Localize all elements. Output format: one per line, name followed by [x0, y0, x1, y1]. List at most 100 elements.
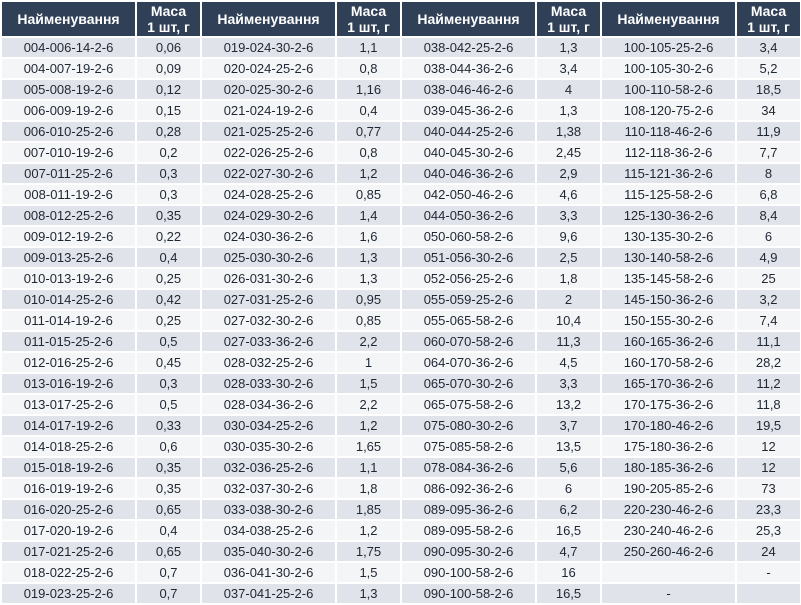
mass-value-cell: 1,38 [537, 122, 600, 142]
product-code-cell: 220-230-46-2-6 [602, 500, 735, 520]
column-header-mass: Маса 1 шт, г [137, 2, 200, 37]
mass-value-cell: 0,77 [337, 122, 400, 142]
mass-value-cell: 1,1 [337, 458, 400, 478]
mass-value-cell: 34 [737, 101, 800, 121]
table-row: 014-017-19-2-6 0,33 030-034-25-2-6 1,2 075-0… [2, 416, 800, 436]
product-code-cell: 090-095-30-2-6 [402, 542, 535, 562]
mass-value-cell: 73 [737, 479, 800, 499]
product-code-cell: 055-065-58-2-6 [402, 311, 535, 331]
product-code-cell: 009-013-25-2-6 [2, 248, 135, 268]
mass-value-cell: 3,3 [537, 374, 600, 394]
mass-header-line1: Маса [150, 3, 187, 19]
mass-value-cell: 3,3 [537, 206, 600, 226]
product-code-cell: 100-105-30-2-6 [602, 59, 735, 79]
product-code-cell: 135-145-58-2-6 [602, 269, 735, 289]
mass-value-cell: 1,3 [337, 248, 400, 268]
mass-value-cell: 0,8 [337, 59, 400, 79]
table-row: 015-018-19-2-6 0,35 032-036-25-2-6 1,1 078-0… [2, 458, 800, 478]
mass-value-cell: 7,7 [737, 143, 800, 163]
mass-value-cell: 28,2 [737, 353, 800, 373]
table-row: 017-021-25-2-6 0,65 035-040-30-2-6 1,75 090-… [2, 542, 800, 562]
product-code-cell: 008-011-19-2-6 [2, 185, 135, 205]
product-code-cell: 165-170-36-2-6 [602, 374, 735, 394]
product-code-cell: 040-044-25-2-6 [402, 122, 535, 142]
product-code-cell: 006-010-25-2-6 [2, 122, 135, 142]
product-code-cell: 125-130-36-2-6 [602, 206, 735, 226]
mass-value-cell: 0,3 [137, 164, 200, 184]
mass-value-cell: 1,1 [337, 38, 400, 58]
product-code-cell: 115-121-36-2-6 [602, 164, 735, 184]
mass-value-cell: 6,2 [537, 500, 600, 520]
column-header-mass: Маса 1 шт, г [337, 2, 400, 37]
product-code-cell: 086-092-36-2-6 [402, 479, 535, 499]
mass-value-cell: 0,12 [137, 80, 200, 100]
product-code-cell: 004-006-14-2-6 [2, 38, 135, 58]
table-row: 007-011-25-2-6 0,3 022-027-30-2-6 1,2 040-04… [2, 164, 800, 184]
product-code-cell: 170-175-36-2-6 [602, 395, 735, 415]
product-code-cell: 026-031-30-2-6 [202, 269, 335, 289]
mass-value-cell: 1,5 [337, 563, 400, 583]
mass-value-cell: 11,1 [737, 332, 800, 352]
product-code-cell: 170-180-46-2-6 [602, 416, 735, 436]
product-code-cell: 030-035-30-2-6 [202, 437, 335, 457]
product-code-cell: - [602, 584, 735, 604]
product-code-cell: 027-033-36-2-6 [202, 332, 335, 352]
mass-header-line2: 1 шт, г [547, 19, 590, 36]
product-code-cell: 028-034-36-2-6 [202, 395, 335, 415]
mass-value-cell: 0,5 [137, 332, 200, 352]
product-code-cell: 078-084-36-2-6 [402, 458, 535, 478]
mass-value-cell: 0,5 [137, 395, 200, 415]
mass-value-cell: 1,85 [337, 500, 400, 520]
mass-value-cell: 13,5 [537, 437, 600, 457]
product-code-cell: 020-024-25-2-6 [202, 59, 335, 79]
product-code-cell: 040-045-30-2-6 [402, 143, 535, 163]
product-code-cell: 037-041-25-2-6 [202, 584, 335, 604]
mass-value-cell: 1,5 [337, 374, 400, 394]
mass-value-cell: 1,8 [537, 269, 600, 289]
mass-header-line2: 1 шт, г [747, 19, 790, 36]
product-code-cell: 007-010-19-2-6 [2, 143, 135, 163]
product-code-cell: 130-135-30-2-6 [602, 227, 735, 247]
mass-value-cell: 0,33 [137, 416, 200, 436]
mass-value-cell: 1,2 [337, 164, 400, 184]
product-code-cell: 160-165-36-2-6 [602, 332, 735, 352]
table-row: 004-006-14-2-6 0,06 019-024-30-2-6 1,1 038-0… [2, 38, 800, 58]
mass-value-cell: 8 [737, 164, 800, 184]
mass-value-cell: 3,4 [537, 59, 600, 79]
product-code-cell: 020-025-30-2-6 [202, 80, 335, 100]
table-row: 013-016-19-2-6 0,3 028-033-30-2-6 1,5 065-07… [2, 374, 800, 394]
product-code-cell: 060-070-58-2-6 [402, 332, 535, 352]
product-code-cell: 032-036-25-2-6 [202, 458, 335, 478]
mass-value-cell: 0,35 [137, 458, 200, 478]
mass-value-cell: 1,2 [337, 521, 400, 541]
table-row: 005-008-19-2-6 0,12 020-025-30-2-6 1,16 038-… [2, 80, 800, 100]
mass-header-line1: Маса [550, 3, 587, 19]
mass-value-cell: 11,3 [537, 332, 600, 352]
table-row: 013-017-25-2-6 0,5 028-034-36-2-6 2,2 065-07… [2, 395, 800, 415]
product-code-cell: 075-080-30-2-6 [402, 416, 535, 436]
table-row: 008-011-19-2-6 0,3 024-028-25-2-6 0,85 042-0… [2, 185, 800, 205]
product-code-cell: 035-040-30-2-6 [202, 542, 335, 562]
mass-value-cell: 1,4 [337, 206, 400, 226]
table-row: 012-016-25-2-6 0,45 028-032-25-2-6 1 064-070… [2, 353, 800, 373]
table-row: 009-013-25-2-6 0,4 025-030-30-2-6 1,3 051-05… [2, 248, 800, 268]
mass-value-cell: 7,4 [737, 311, 800, 331]
mass-value-cell: 16,5 [537, 521, 600, 541]
mass-value-cell: 2,5 [537, 248, 600, 268]
product-code-cell: 021-024-19-2-6 [202, 101, 335, 121]
product-code-cell: 007-011-25-2-6 [2, 164, 135, 184]
table-row: 011-014-19-2-6 0,25 027-032-30-2-6 0,85 055-… [2, 311, 800, 331]
product-code-cell: 052-056-25-2-6 [402, 269, 535, 289]
product-code-cell: 022-026-25-2-6 [202, 143, 335, 163]
mass-value-cell: 0,8 [337, 143, 400, 163]
mass-value-cell: 5,2 [737, 59, 800, 79]
product-code-cell: 160-170-58-2-6 [602, 353, 735, 373]
product-code-cell: 006-009-19-2-6 [2, 101, 135, 121]
mass-value-cell: 1,65 [337, 437, 400, 457]
product-code-cell: 130-140-58-2-6 [602, 248, 735, 268]
product-code-cell: 100-110-58-2-6 [602, 80, 735, 100]
mass-value-cell: 4,5 [537, 353, 600, 373]
mass-value-cell: 0,4 [137, 521, 200, 541]
mass-value-cell: 0,3 [137, 185, 200, 205]
product-code-cell: 022-027-30-2-6 [202, 164, 335, 184]
